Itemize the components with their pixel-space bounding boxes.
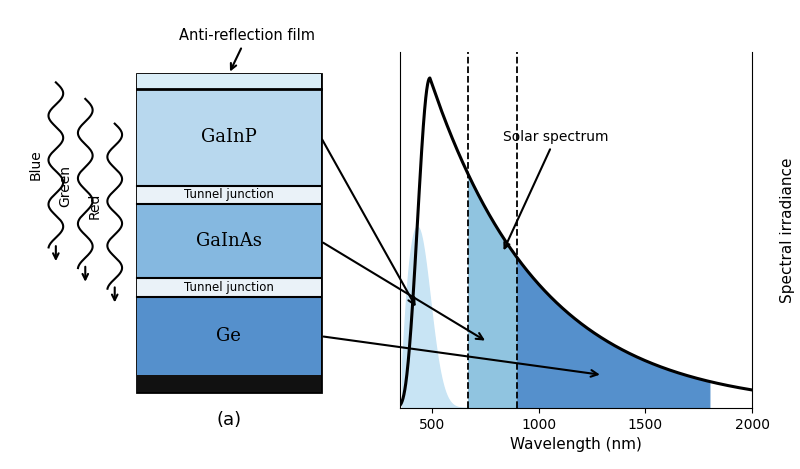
Text: Green: Green: [58, 165, 72, 206]
Text: Tunnel junction: Tunnel junction: [184, 281, 274, 294]
Bar: [137, 74, 321, 89]
Text: GaInP: GaInP: [201, 128, 257, 146]
Text: Spectral irradiance: Spectral irradiance: [780, 157, 794, 303]
Text: Solar spectrum: Solar spectrum: [503, 130, 609, 248]
Text: Anti-reflection film: Anti-reflection film: [179, 28, 315, 69]
Bar: [137, 89, 321, 186]
Text: Blue: Blue: [29, 150, 42, 180]
Bar: [137, 74, 321, 392]
Text: GaInAs: GaInAs: [196, 232, 262, 250]
Bar: [137, 297, 321, 375]
Bar: [137, 279, 321, 297]
Text: (a): (a): [216, 411, 242, 429]
Bar: [137, 375, 321, 392]
X-axis label: Wavelength (nm): Wavelength (nm): [510, 437, 642, 452]
Text: Red: Red: [87, 193, 102, 219]
Text: Ge: Ge: [216, 327, 242, 345]
Bar: [137, 204, 321, 279]
Text: Tunnel junction: Tunnel junction: [184, 189, 274, 201]
Bar: [137, 186, 321, 204]
